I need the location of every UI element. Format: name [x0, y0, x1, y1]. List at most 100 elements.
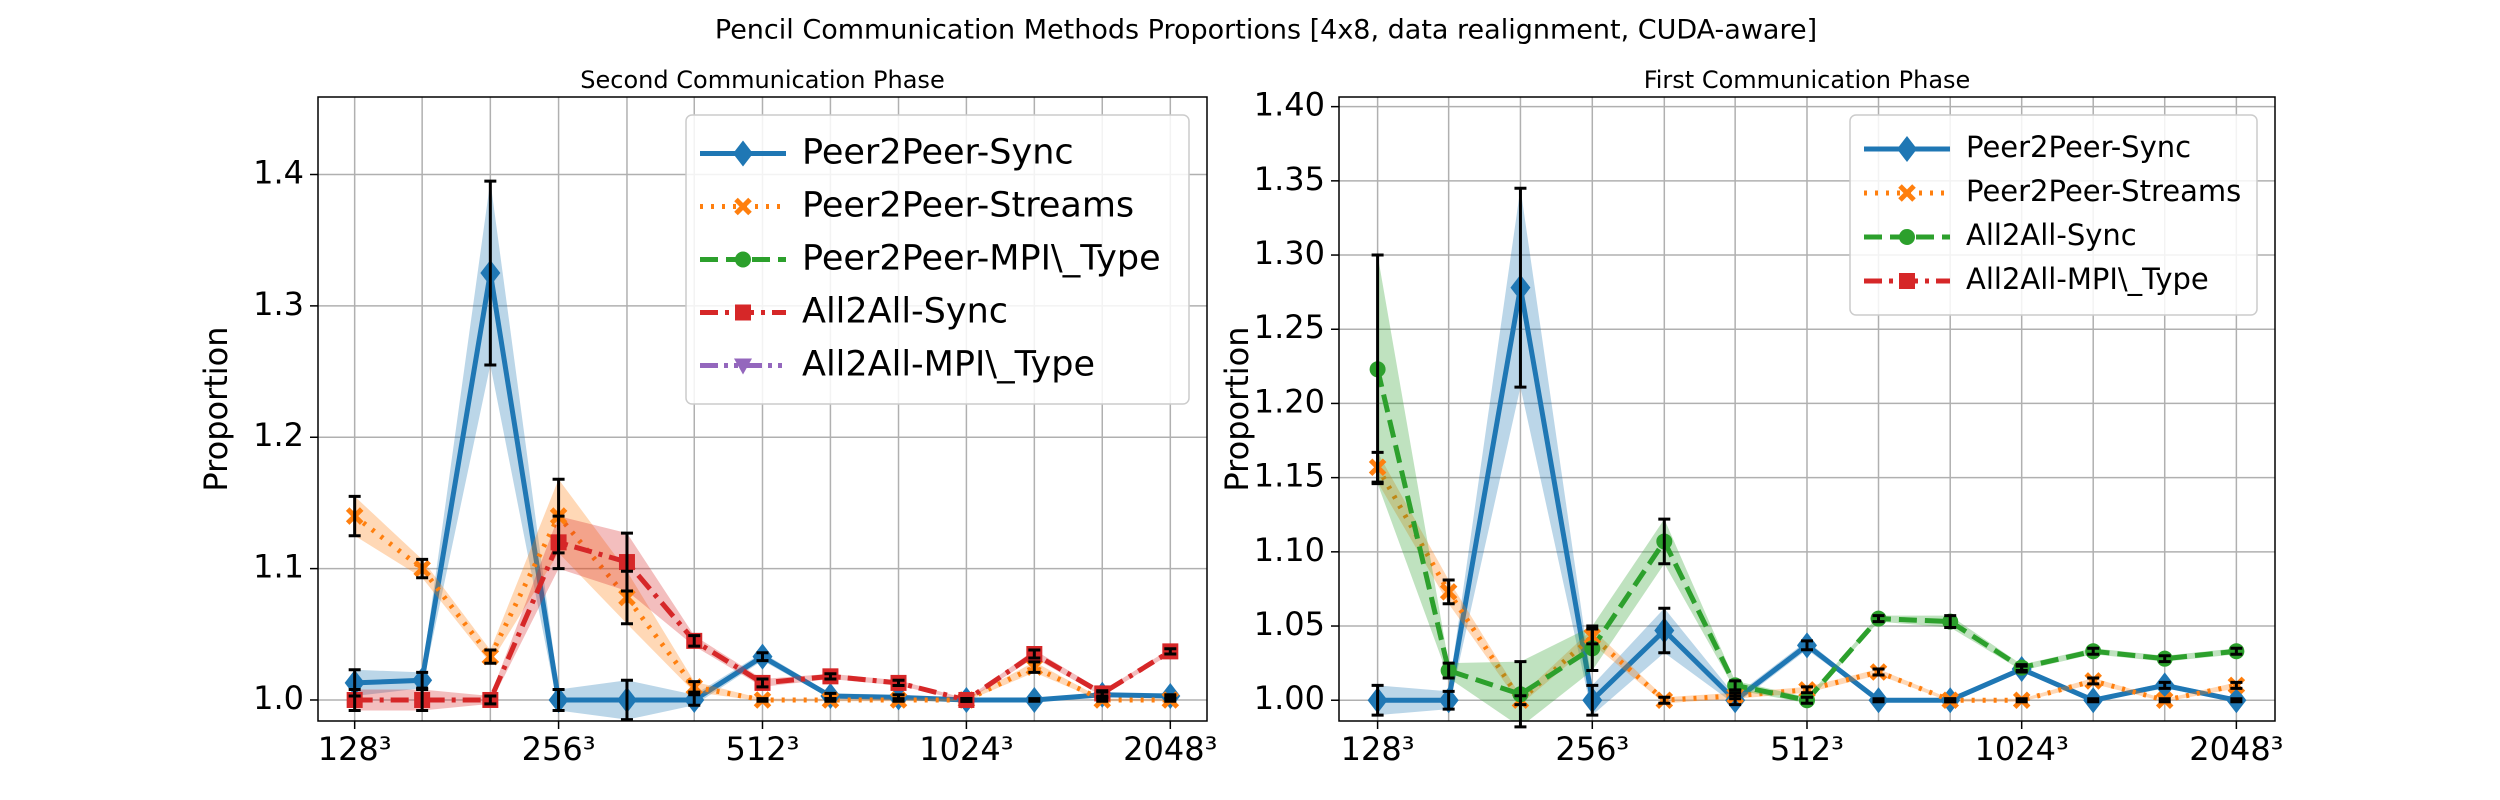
legend-marker: [1898, 184, 1916, 202]
legend-label: Peer2Peer-Streams: [802, 186, 1134, 226]
error-bar: [2230, 680, 2243, 690]
error-bar: [2230, 697, 2243, 704]
legend-label: All2All-Sync: [802, 292, 1008, 332]
error-bar: [1514, 186, 1527, 389]
error-bar: [892, 697, 905, 703]
legend-box: [685, 114, 1190, 405]
error-bar: [1164, 693, 1177, 699]
error-bar: [892, 678, 905, 688]
legend-label: All2All-Sync: [1966, 218, 2137, 252]
error-bar: [348, 494, 361, 538]
y-tick-label: 1.0: [253, 679, 304, 717]
x-tick-label: 128³: [1341, 730, 1415, 768]
error-bar: [416, 687, 429, 712]
y-tick-label: 1.10: [1254, 531, 1325, 569]
error-bar: [1729, 679, 1742, 692]
error-bar: [2087, 646, 2100, 656]
legend-label: Peer2Peer-MPI\_Type: [802, 239, 1161, 279]
error-bar: [552, 514, 565, 571]
legend-marker: [735, 304, 751, 321]
legend-label: Peer2Peer-Streams: [1966, 174, 2241, 208]
y-tick-label: 1.00: [1254, 679, 1325, 717]
x-tick-label: 2048³: [2189, 730, 2283, 768]
legend-label: Peer2Peer-Sync: [1966, 130, 2191, 164]
legend-label: Peer2Peer-Sync: [802, 133, 1074, 173]
y-tick-label: 1.25: [1254, 308, 1325, 346]
error-bar: [2230, 646, 2243, 656]
error-bar: [1096, 697, 1109, 703]
error-bar: [1164, 647, 1177, 656]
error-bar: [1658, 517, 1671, 566]
error-bar: [2015, 663, 2028, 673]
error-bar: [1514, 660, 1527, 729]
error-bar: [1442, 661, 1455, 680]
error-bar: [756, 651, 769, 663]
error-bar: [1658, 606, 1671, 655]
error-bar: [1442, 578, 1455, 606]
error-bar: [484, 694, 497, 706]
y-tick-label: 1.2: [253, 416, 304, 454]
x-tick-label: 256³: [1555, 730, 1629, 768]
error-bar: [2087, 697, 2100, 704]
y-axis-label: Proportion: [197, 326, 235, 491]
error-bar: [1096, 689, 1109, 698]
error-bar: [484, 179, 497, 367]
error-bar: [2015, 697, 2028, 704]
error-bar: [688, 634, 701, 648]
error-bar: [1658, 695, 1671, 705]
plot-frame: [1338, 96, 2276, 722]
error-bar: [688, 680, 701, 694]
error-bar: [620, 531, 633, 593]
y-axis-label: Proportion: [1218, 326, 1256, 491]
legend-label: All2All-MPI\_Type: [802, 345, 1095, 385]
error-bar: [1944, 614, 1957, 630]
error-bar: [416, 557, 429, 580]
x-tick-label: 1024³: [919, 730, 1013, 768]
error-bar: [1800, 685, 1813, 695]
error-bar: [1586, 683, 1599, 717]
error-bar: [2158, 697, 2171, 704]
error-bar: [1028, 660, 1041, 674]
x-tick-label: 1024³: [1975, 730, 2069, 768]
legend-label: All2All-MPI\_Type: [1966, 262, 2209, 296]
legend-marker: [735, 251, 751, 268]
x-tick-label: 128³: [318, 730, 392, 768]
error-bar: [688, 693, 701, 707]
error-bar: [1028, 648, 1041, 660]
y-tick-label: 1.15: [1254, 457, 1325, 495]
error-bar: [824, 672, 837, 681]
y-tick-label: 1.1: [253, 548, 304, 586]
error-bar: [1028, 697, 1041, 703]
error-bar: [620, 678, 633, 722]
error-bar: [484, 648, 497, 665]
error-bar: [2158, 654, 2171, 664]
legend-marker: [1899, 229, 1915, 245]
legend-marker: [1897, 136, 1917, 162]
error-bar: [1164, 697, 1177, 703]
error-bar: [1872, 697, 1885, 704]
error-bar: [1800, 695, 1813, 705]
error-bar: [960, 697, 973, 703]
legend-marker: [734, 197, 752, 216]
error-bar: [1944, 697, 1957, 704]
legend-marker: [734, 358, 752, 375]
error-bar: [756, 697, 769, 703]
y-tick-label: 1.35: [1254, 160, 1325, 198]
plot-frame: [317, 96, 1208, 722]
error-bar: [552, 687, 565, 712]
error-bar: [1872, 614, 1885, 624]
y-tick-label: 1.05: [1254, 605, 1325, 643]
y-tick-label: 1.3: [253, 285, 304, 323]
y-tick-label: 1.40: [1254, 86, 1325, 124]
error-bar: [2087, 676, 2100, 686]
error-bar: [1371, 253, 1384, 486]
x-tick-label: 512³: [726, 730, 800, 768]
y-tick-label: 1.20: [1254, 382, 1325, 420]
error-bar: [824, 697, 837, 703]
error-bar: [1800, 639, 1813, 652]
error-bar: [348, 687, 361, 712]
figure-title: Pencil Communication Methods Proportions…: [715, 15, 1817, 46]
error-bar: [1442, 689, 1455, 711]
error-bar: [2158, 680, 2171, 690]
